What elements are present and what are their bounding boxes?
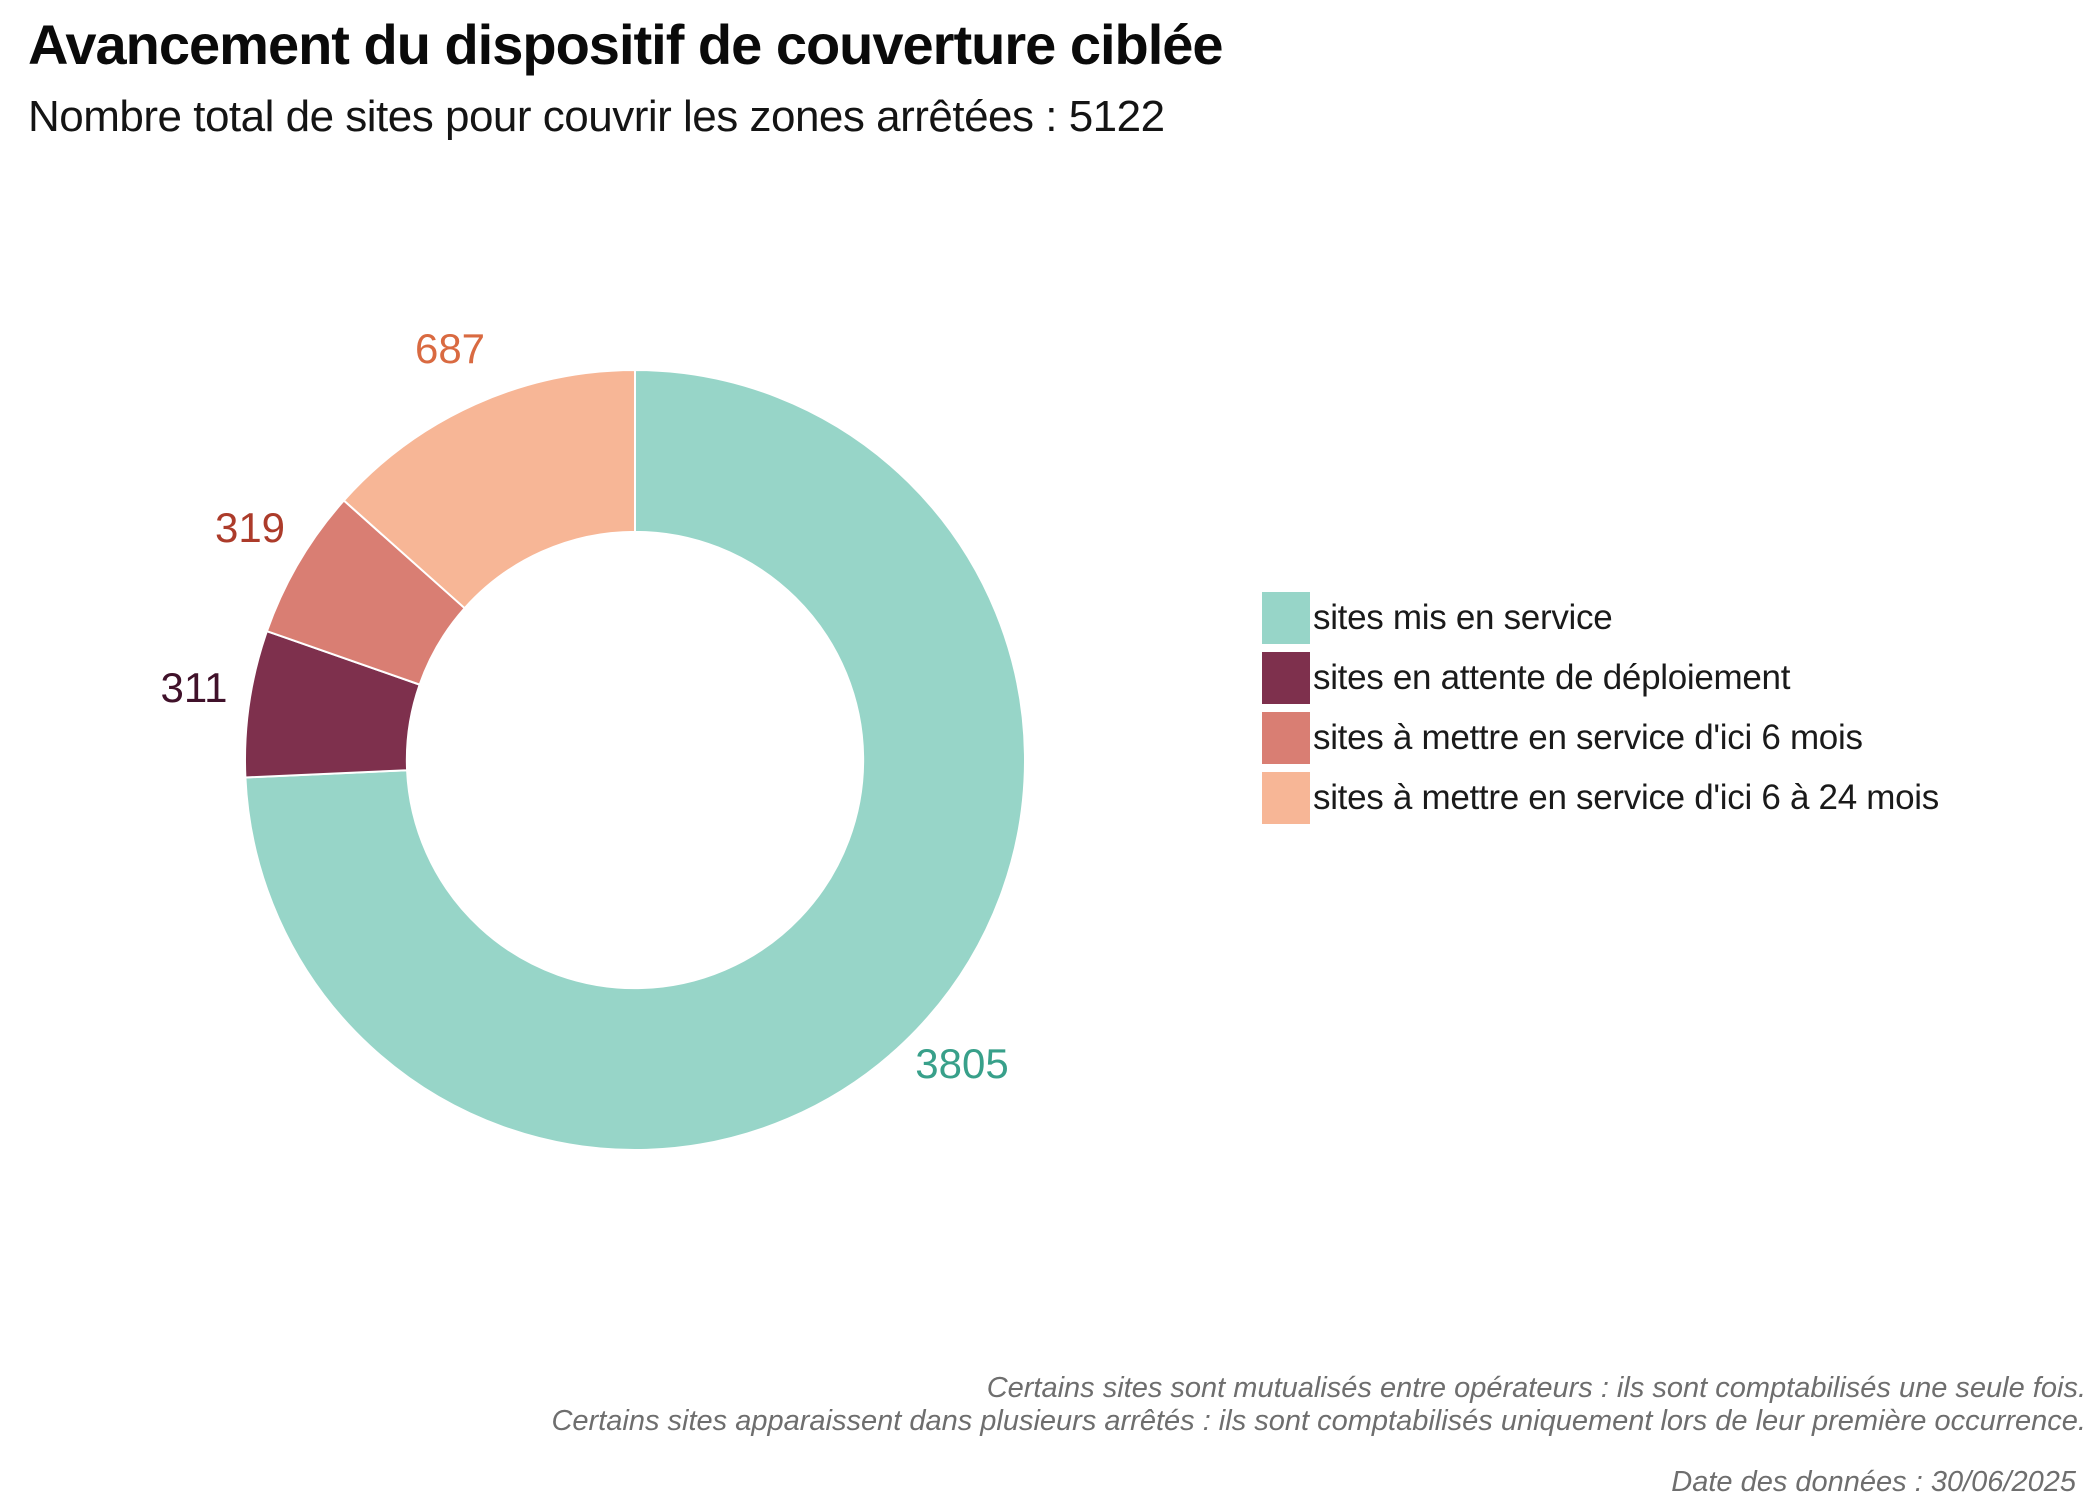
slice-value-sites-mis-en-service: 3805 xyxy=(915,1040,1009,1087)
legend-chip-peach-icon xyxy=(1262,772,1310,824)
donut-slice-3[interactable] xyxy=(342,369,636,610)
legend-chip-teal-icon xyxy=(1262,592,1310,644)
chart-legend: sites mis en service sites en attente de… xyxy=(1262,592,1939,824)
page-subtitle: Nombre total de sites pour couvrir les z… xyxy=(28,92,1165,141)
slice-value-sites-6-24-mois: 687 xyxy=(414,325,486,372)
legend-label: sites à mettre en service d'ici 6 à 24 m… xyxy=(1313,778,1939,817)
footnote-line-1: Certains sites sont mutualisés entre opé… xyxy=(986,1372,2086,1404)
chart-footnotes: Certains sites sont mutualisés entre opé… xyxy=(551,1372,2086,1438)
slice-value-sites-en-attente: 311 xyxy=(160,664,228,711)
slice-value-sites-6-mois: 319 xyxy=(214,504,286,551)
donut-slice-0[interactable] xyxy=(244,369,1026,1151)
legend-item-sites-en-attente[interactable]: sites en attente de déploiement xyxy=(1262,652,1939,704)
page-title: Avancement du dispositif de couverture c… xyxy=(28,13,1224,76)
legend-label: sites à mettre en service d'ici 6 mois xyxy=(1313,718,1863,757)
data-date: Date des données : 30/06/2025 xyxy=(1671,1466,2076,1498)
legend-chip-salmon-icon xyxy=(1262,712,1310,764)
footnote-line-2: Certains sites apparaissent dans plusieu… xyxy=(551,1405,2086,1437)
legend-item-sites-6-24-mois[interactable]: sites à mettre en service d'ici 6 à 24 m… xyxy=(1262,772,1939,824)
legend-item-sites-mis-en-service[interactable]: sites mis en service xyxy=(1262,592,1939,644)
legend-label: sites mis en service xyxy=(1313,598,1613,637)
legend-chip-maroon-icon xyxy=(1262,652,1310,704)
legend-label: sites en attente de déploiement xyxy=(1313,658,1791,697)
legend-item-sites-6-mois[interactable]: sites à mettre en service d'ici 6 mois xyxy=(1262,712,1939,764)
